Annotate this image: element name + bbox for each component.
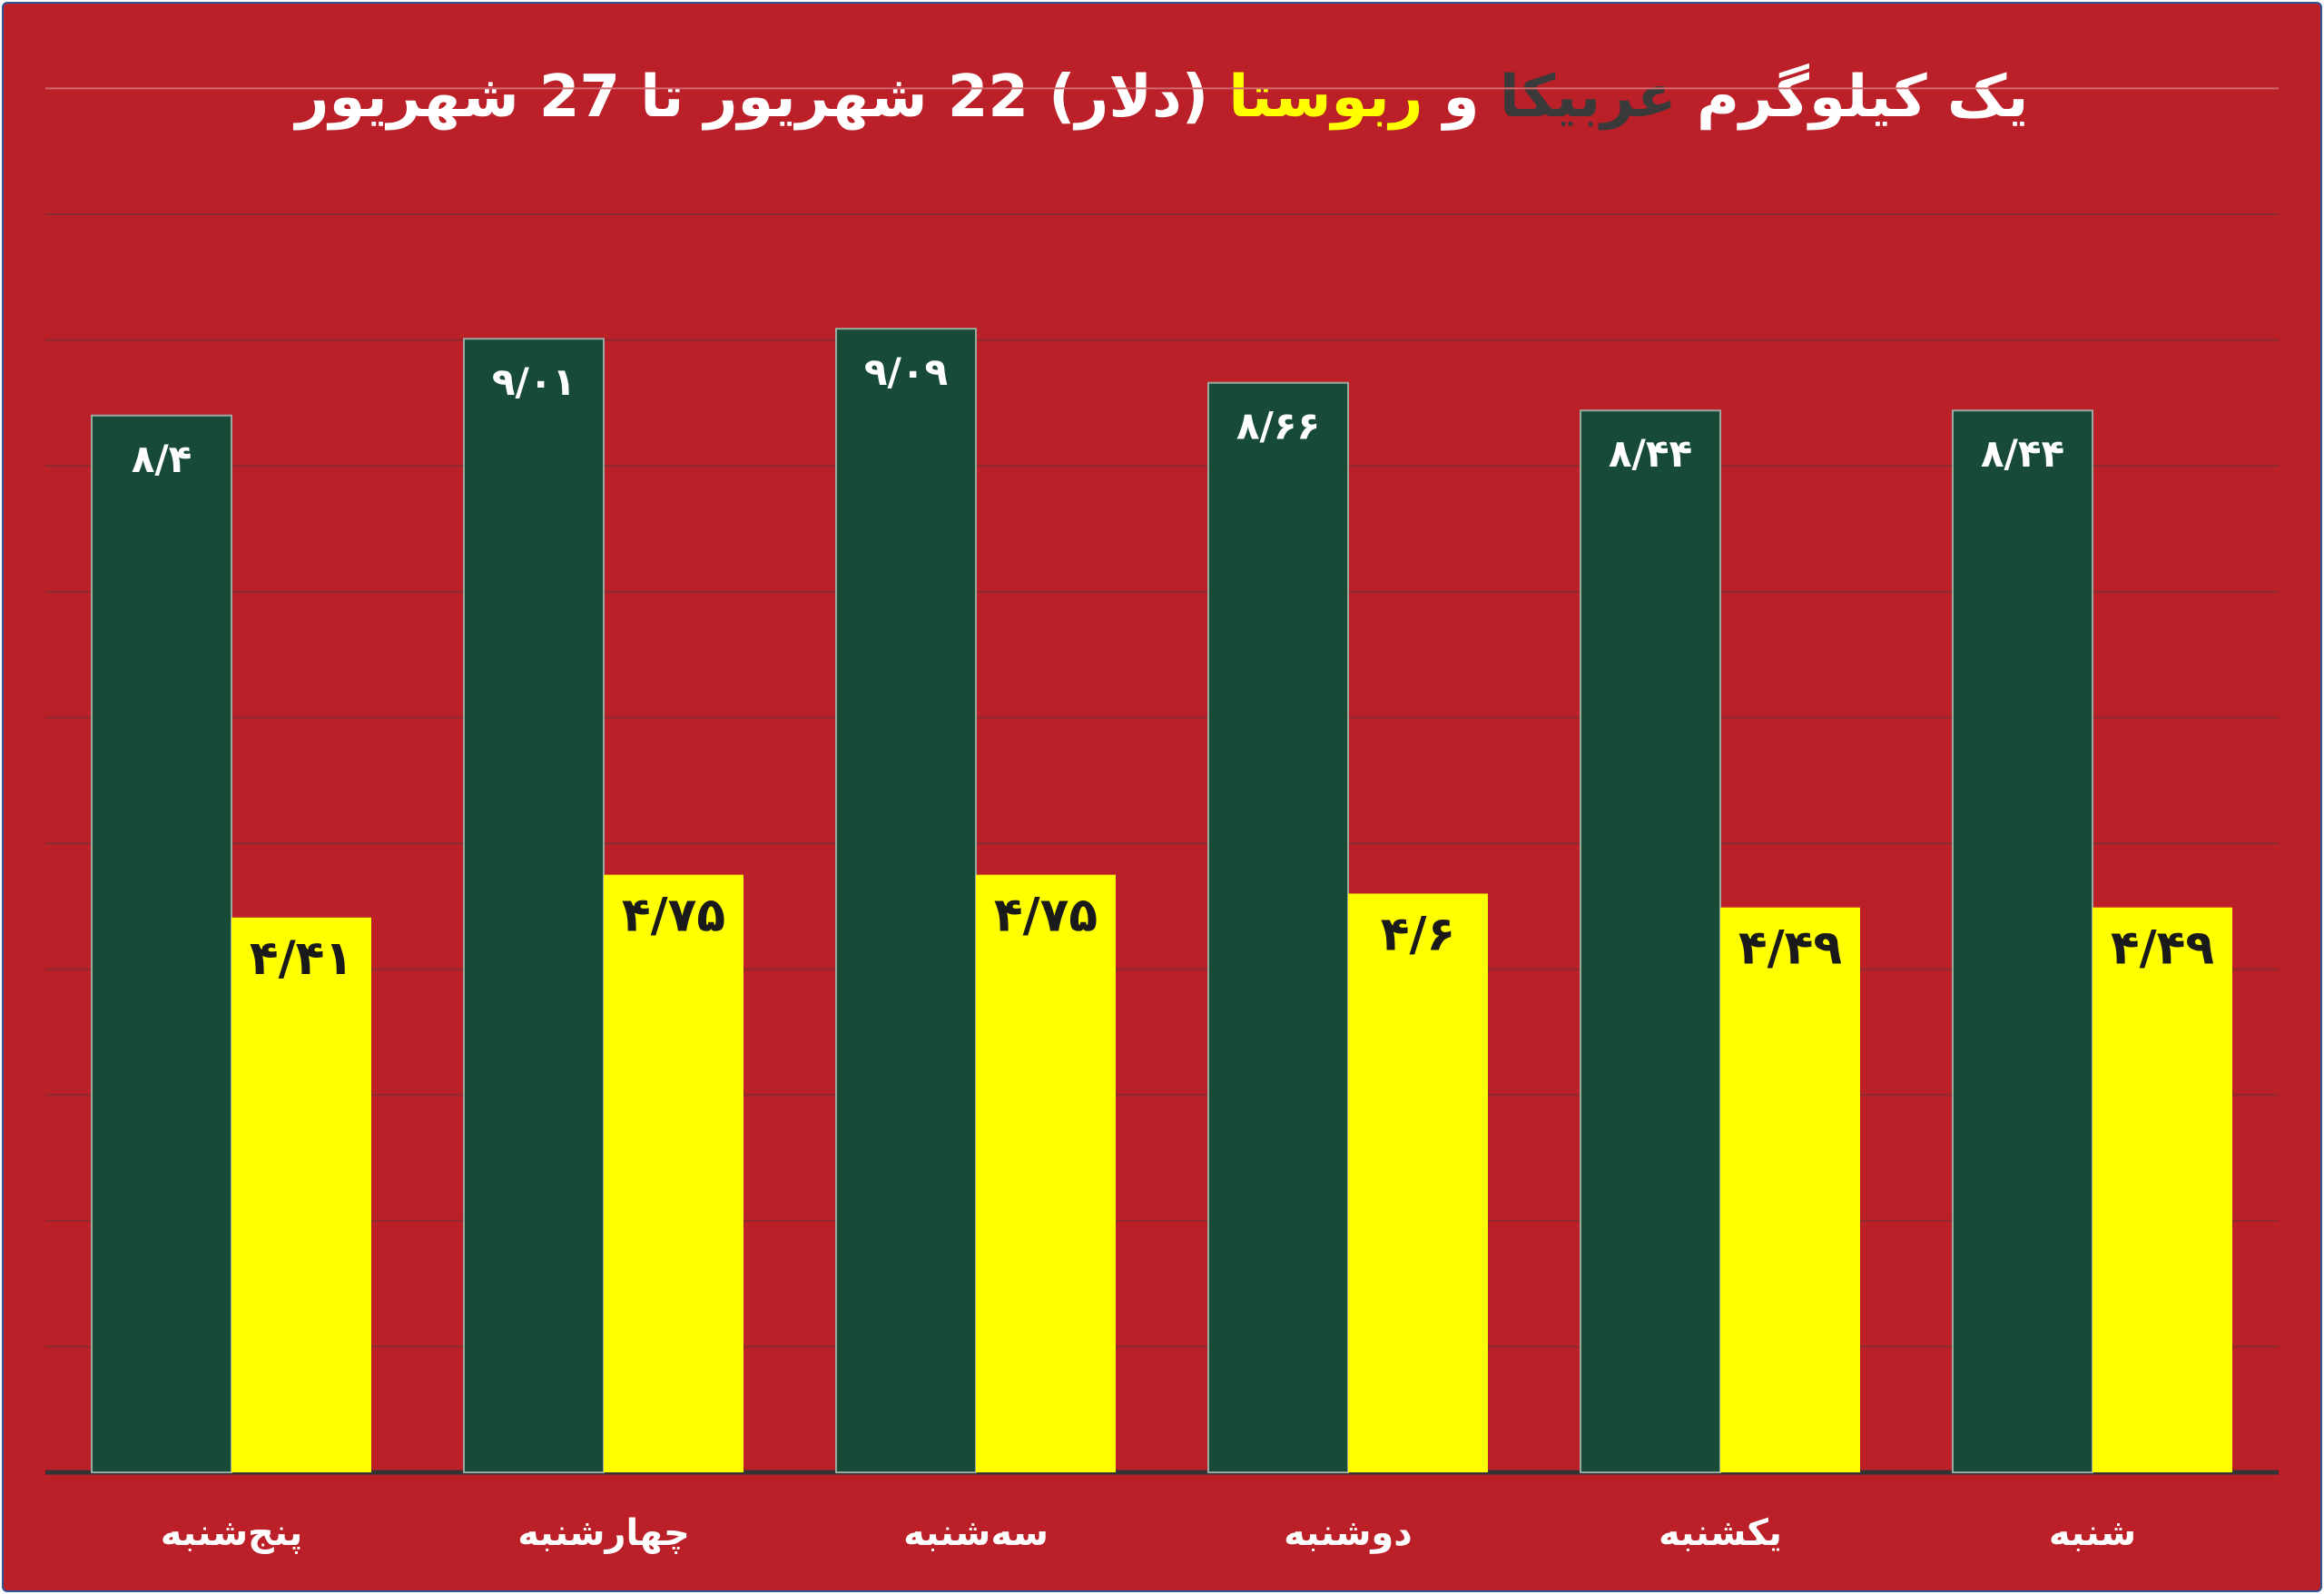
bar-arabica	[1580, 409, 1721, 1474]
bar-arabica	[1952, 409, 2093, 1474]
data-label-robusta: ۴/۴۹	[1738, 921, 1842, 976]
bar-robusta	[1720, 907, 1860, 1472]
title-part2: (دلار) 22 شهریور تا 27 شهریور	[295, 64, 1209, 131]
title-arabica: عربیکا	[1499, 64, 1677, 131]
category-label: پنج‌شنبه	[161, 1512, 302, 1554]
gridlines	[45, 87, 2279, 1475]
category-label: دوشنبه	[1284, 1512, 1413, 1554]
data-label-robusta: ۴/۷۵	[994, 889, 1098, 943]
category-label: شنبه	[2049, 1512, 2136, 1554]
category-labels: پنج‌شنبه چهارشنبه سه‌شنبه دوشنبه یکشنبه شنبه	[161, 1512, 2136, 1554]
data-labels: ۸/۴ ۴/۴۱ ۹/۰۱ ۴/۷۵ ۹/۰۹ ۴/۷۵ ۸/۶۶ ۴/۶ ۸/۴۴ ۴/۴۹ ۸/…	[132, 349, 2214, 986]
bar-robusta	[2093, 907, 2232, 1472]
bar-arabica	[1207, 381, 1349, 1473]
data-label-robusta: ۴/۴۹	[2111, 921, 2214, 976]
chart-title: یک کیلوگرم عربیکا و ربوستا (دلار) 22 شهر…	[0, 56, 2324, 138]
bars	[91, 328, 2232, 1474]
bar-arabica	[91, 414, 232, 1473]
bar-robusta	[976, 874, 1116, 1472]
title-part1: یک کیلوگرم	[1697, 64, 2029, 131]
data-label-robusta: ۴/۷۵	[622, 889, 725, 943]
data-label-arabica: ۸/۶۶	[1236, 404, 1320, 448]
data-label-robusta: ۴/۴۱	[250, 931, 353, 986]
data-label-arabica: ۹/۰۹	[864, 349, 948, 394]
bar-robusta	[604, 874, 743, 1472]
bar-robusta	[1348, 893, 1488, 1472]
bar-robusta	[231, 917, 371, 1472]
bar-arabica	[835, 328, 977, 1474]
data-label-robusta: ۴/۶	[1381, 907, 1455, 961]
data-label-arabica: ۸/۴۴	[1981, 431, 2064, 476]
bar-arabica	[463, 338, 605, 1473]
category-label: یکشنبه	[1659, 1512, 1782, 1554]
category-label: چهارشنبه	[517, 1512, 690, 1554]
category-label: سه‌شنبه	[903, 1512, 1049, 1554]
title-and: و	[1443, 64, 1480, 131]
title-robusta: ربوستا	[1228, 64, 1423, 131]
data-label-arabica: ۸/۴	[132, 437, 192, 481]
data-label-arabica: ۹/۰۱	[492, 359, 576, 404]
data-label-arabica: ۸/۴۴	[1609, 431, 1692, 476]
